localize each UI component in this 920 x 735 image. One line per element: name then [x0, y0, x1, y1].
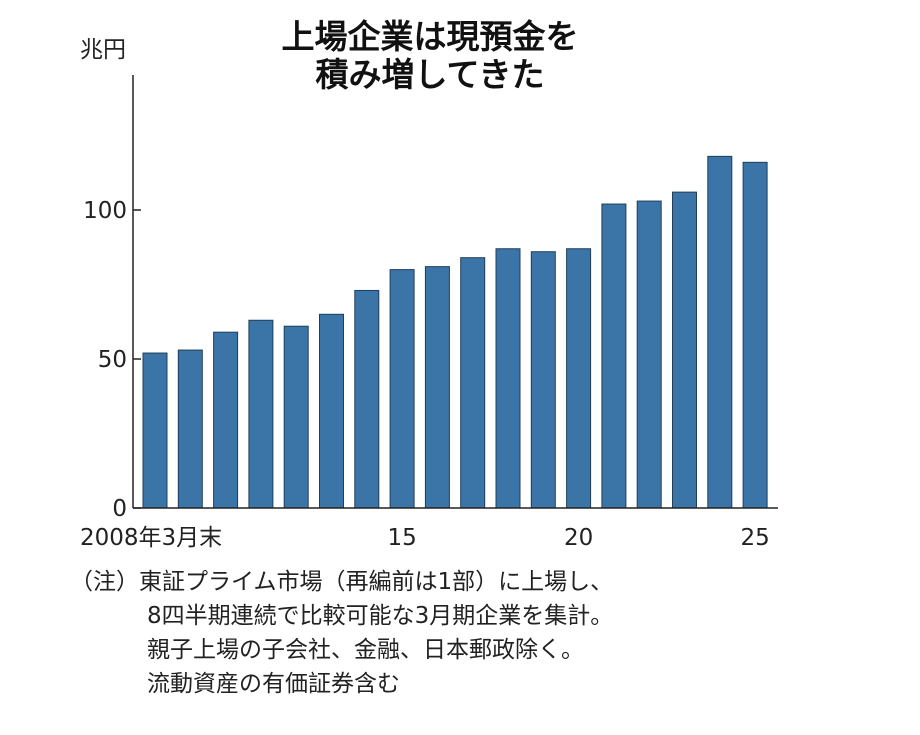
- bar-2010: [213, 331, 239, 509]
- x-tick-label-2025: 25: [740, 525, 769, 551]
- y-tick-label-0: 0: [112, 496, 127, 522]
- bar-2011: [248, 319, 274, 509]
- bar-2016: [424, 266, 450, 509]
- footnote-line-4: 流動資産の有価証券含む: [147, 671, 400, 697]
- y-tick-label-100: 100: [83, 198, 127, 224]
- chart-footnote: （注）東証プライム市場（再編前は1部）に上場し、 8四半期連続で比較可能な3月期…: [70, 565, 870, 701]
- bar-2023: [672, 191, 697, 509]
- footnote-line-3: 親子上場の子会社、金融、日本郵政除く。: [147, 637, 584, 663]
- bar-2024: [707, 155, 733, 509]
- bar-2021: [601, 203, 627, 509]
- chart-title-line-1: 上場企業は現預金を: [281, 17, 579, 56]
- bar-2022: [636, 200, 662, 509]
- bar-2025: [742, 161, 768, 509]
- bar-2013: [319, 313, 344, 509]
- bar-2008: [142, 352, 168, 509]
- x-tick-label-2020: 20: [564, 525, 593, 551]
- bar-2014: [354, 289, 380, 509]
- bar-2017: [460, 257, 486, 509]
- bar-2015: [389, 269, 415, 509]
- x-tick-label-2015: 15: [387, 525, 416, 551]
- bar-2020: [566, 248, 592, 509]
- footnote-line-1: （注）東証プライム市場（再編前は1部）に上場し、: [70, 569, 614, 595]
- bar-2019: [530, 251, 556, 509]
- bar-2018: [495, 248, 521, 509]
- y-tick-label-50: 50: [98, 347, 127, 373]
- footnote-line-2: 8四半期連続で比較可能な3月期企業を集計。: [147, 603, 614, 629]
- y-axis-unit-label: 兆円: [80, 37, 126, 63]
- bar-2012: [283, 325, 309, 509]
- chart-title-line-2: 積み増してきた: [315, 55, 545, 94]
- bar-2009: [177, 349, 203, 509]
- x-tick-label-2008: 2008年3月末: [80, 525, 222, 551]
